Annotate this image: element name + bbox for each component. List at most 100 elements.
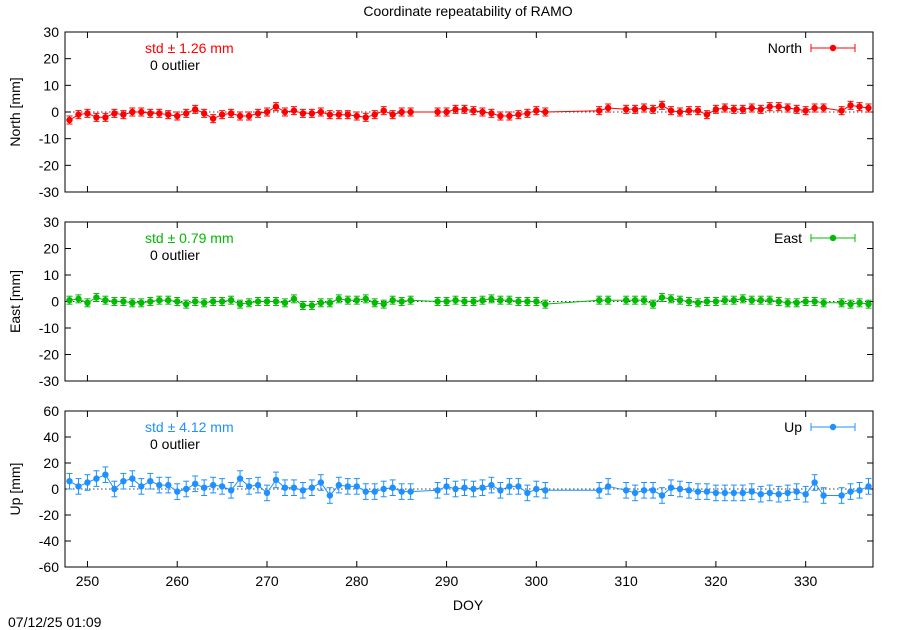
north-data-point [75,111,82,118]
north-data-point [263,108,271,116]
north-data-point [129,108,136,116]
east-data-point [685,298,693,305]
north-data-point [865,104,872,112]
east-data-point [191,298,199,305]
east-data-point [308,302,316,309]
north-data-point [856,103,863,110]
east-y-axis-label: East [mm] [7,270,23,333]
east-data-point [622,296,630,304]
up-data-point [452,485,459,493]
east-data-point [712,298,720,305]
up-data-point [793,488,800,495]
up-data-point [703,488,711,495]
east-data-point [730,296,738,304]
up-data-point [84,479,91,486]
east-data-point [281,299,289,307]
north-data-point [218,111,226,118]
up-data-point [299,487,307,494]
up-data-point [676,485,684,493]
east-ytick-label: 10 [43,267,59,283]
east-data-point [452,296,459,304]
east-data-point [407,296,414,304]
north-ytick-label: 0 [51,104,59,120]
up-data-point [308,484,316,491]
east-data-point [739,295,747,303]
east-ytick-label: -30 [39,373,59,389]
north-data-point [174,112,181,120]
east-data-point [227,296,235,304]
up-data-point [236,475,244,482]
up-ytick-label: 60 [43,403,59,419]
up-data-point [353,483,360,490]
east-data-point [165,296,172,304]
east-data-point [793,299,800,307]
north-ytick-label: 30 [43,24,59,40]
up-data-point [398,488,405,495]
east-data-point [218,298,226,305]
east-data-point [856,299,863,307]
east-ytick-label: -10 [39,320,59,336]
north-ytick-label: -10 [39,131,59,147]
up-data-point [640,487,648,494]
north-data-point [604,104,612,112]
up-data-point [183,485,190,493]
east-data-point [811,298,818,305]
up-data-point [156,481,163,489]
north-data-point [640,104,648,112]
north-data-point [245,112,253,120]
east-data-point [506,296,513,304]
north-data-point [236,112,244,120]
up-data-point [138,483,145,490]
up-data-point [326,492,334,499]
east-data-point [631,296,639,304]
north-data-point [84,110,91,117]
up-ytick-label: 40 [43,429,59,445]
north-data-point [676,108,684,116]
north-data-point [111,110,118,117]
north-data-point [658,102,666,109]
up-data-point [622,487,630,494]
north-data-point [793,106,800,113]
north-data-point [138,108,145,116]
up-legend-sample [810,423,856,431]
up-data-point [712,489,720,497]
east-data-point [784,299,791,307]
east-data-point [272,298,280,305]
north-ytick-label: 10 [43,77,59,93]
north-data-point [317,108,325,116]
north-data-point [470,107,477,114]
up-data-point [757,491,764,498]
up-data-point [802,491,809,498]
north-data-point [479,108,486,116]
north-data-point [515,111,522,118]
north-data-point [66,116,73,124]
north-data-point [102,114,109,121]
up-legend-label: Up [784,419,802,435]
north-data-point [308,110,316,117]
north-data-point [461,106,468,113]
up-data-point [748,488,755,495]
up-data-point [497,487,504,494]
north-data-point [362,114,369,121]
east-legend-label: East [774,230,802,246]
up-data-point [218,483,226,490]
east-data-point [254,298,262,305]
chart-title: Coordinate repeatability of RAMO [363,3,572,19]
x-tick-label: 300 [525,573,549,589]
up-data-point [344,483,351,490]
up-ytick-label: 20 [43,455,59,471]
north-data-point [757,106,764,113]
up-data-point [200,484,208,491]
up-ytick-label: -40 [39,533,59,549]
up-data-point [542,487,549,494]
north-std-annotation: std ± 1.26 mm [145,40,234,56]
up-data-point [524,489,531,497]
north-data-point [820,104,827,112]
east-data-point [147,298,154,305]
east-data-point [209,298,217,305]
north-data-point [703,111,711,118]
up-data-point [290,484,298,491]
east-data-point [443,298,450,305]
up-data-point [434,487,441,494]
